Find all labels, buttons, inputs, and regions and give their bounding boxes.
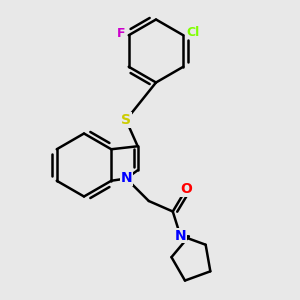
Text: Cl: Cl — [186, 26, 200, 39]
Text: N: N — [121, 172, 132, 185]
Text: F: F — [117, 27, 125, 40]
Text: O: O — [180, 182, 192, 196]
Text: N: N — [175, 229, 186, 242]
Text: S: S — [121, 113, 131, 127]
